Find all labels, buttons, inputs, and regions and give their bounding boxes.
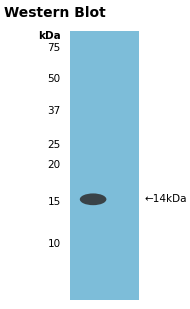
Text: 10: 10 [48, 239, 61, 249]
Text: 15: 15 [48, 197, 61, 207]
Text: ←14kDa: ←14kDa [144, 194, 187, 204]
Text: 20: 20 [48, 160, 61, 170]
Bar [70, 31, 139, 300]
Text: 50: 50 [48, 74, 61, 84]
Text: Western Blot: Western Blot [4, 6, 106, 20]
Text: 37: 37 [48, 106, 61, 116]
Ellipse shape [80, 193, 106, 205]
Text: kDa: kDa [38, 31, 61, 40]
Text: 25: 25 [48, 140, 61, 150]
Text: 75: 75 [48, 43, 61, 53]
